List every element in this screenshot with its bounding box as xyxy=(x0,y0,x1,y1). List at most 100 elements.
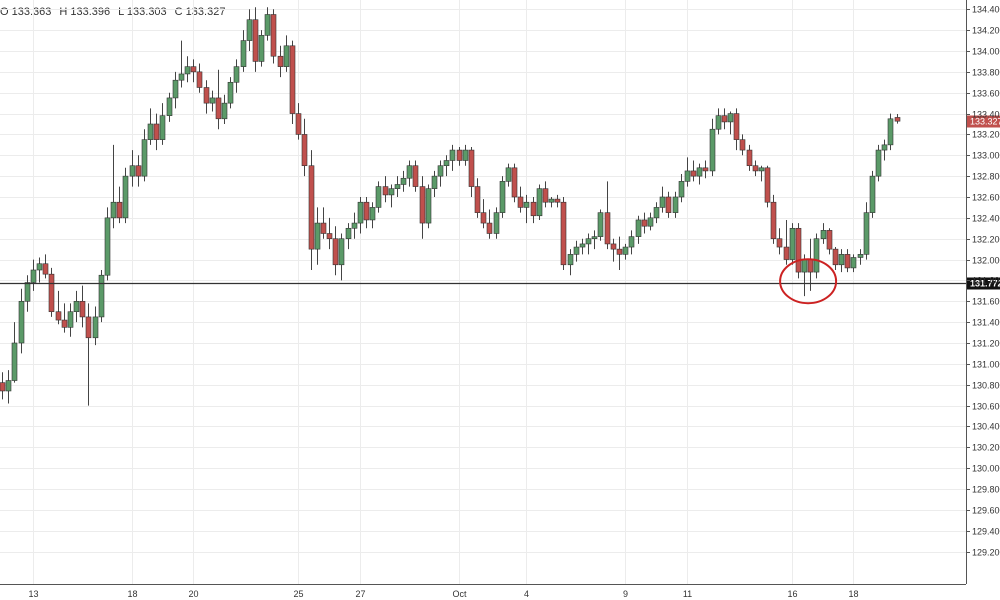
candle-body-up xyxy=(443,160,450,167)
candle xyxy=(486,209,493,239)
candle xyxy=(579,238,586,255)
candle xyxy=(733,108,740,151)
candle-body-up xyxy=(129,165,136,177)
candle-body-up xyxy=(24,282,31,302)
candle-body-down xyxy=(530,201,537,217)
candle xyxy=(172,71,179,109)
candle-body-down xyxy=(807,259,814,273)
candle-body-down xyxy=(604,212,611,245)
candle xyxy=(196,63,203,93)
candle xyxy=(690,160,697,182)
candle-body-up xyxy=(314,222,321,250)
candle-body-up xyxy=(406,165,413,179)
candle xyxy=(647,212,654,231)
x-tick-label: 27 xyxy=(355,589,365,599)
candle-body-down xyxy=(61,319,68,328)
candle-body-up xyxy=(727,113,734,123)
candle-body-down xyxy=(215,97,222,120)
candle xyxy=(116,186,123,224)
candle xyxy=(542,181,549,208)
candle xyxy=(554,194,561,208)
candle xyxy=(616,236,623,270)
candle-body-up xyxy=(147,123,154,140)
x-tick-label: 9 xyxy=(623,589,628,599)
candle-body-down xyxy=(776,238,783,248)
candle-body-up xyxy=(184,66,191,75)
candle-body-down xyxy=(412,165,419,187)
candle-body-up xyxy=(869,175,876,213)
candle xyxy=(844,249,851,273)
y-tick-label: 134.200 xyxy=(972,26,1000,36)
candle xyxy=(11,322,18,383)
candle xyxy=(42,254,49,279)
candle xyxy=(758,165,765,182)
candle-body-up xyxy=(789,227,796,260)
candle xyxy=(375,181,382,213)
candle xyxy=(622,243,629,260)
candle xyxy=(789,223,796,265)
candle-body-down xyxy=(783,246,790,260)
candle-body-up xyxy=(857,254,864,258)
candle xyxy=(875,144,882,182)
candle xyxy=(721,108,728,130)
candle xyxy=(48,267,55,317)
candle-body-up xyxy=(462,149,469,161)
candle-body-down xyxy=(690,170,697,177)
candle xyxy=(881,139,888,161)
candle-body-down xyxy=(252,19,259,62)
candle xyxy=(301,118,308,177)
candle-body-down xyxy=(48,273,55,313)
candle xyxy=(530,197,537,224)
candle xyxy=(55,290,62,325)
candle-body-up xyxy=(178,73,185,81)
candle-body-up xyxy=(11,342,18,381)
candle-body-up xyxy=(338,238,345,266)
candle xyxy=(289,40,296,124)
candle-body-up xyxy=(233,66,240,83)
candle-body-up xyxy=(628,236,635,248)
candle xyxy=(178,40,185,88)
candle xyxy=(67,303,74,337)
candle xyxy=(832,247,839,270)
candle-body-up xyxy=(227,81,234,104)
candle-body-down xyxy=(79,300,86,318)
candle-body-down xyxy=(752,165,759,172)
candle-body-down xyxy=(542,188,549,203)
candle xyxy=(746,144,753,171)
candle-body-down xyxy=(826,230,833,250)
candle xyxy=(635,215,642,244)
candle xyxy=(190,59,197,83)
candle-body-down xyxy=(486,222,493,234)
candle-body-up xyxy=(166,97,173,116)
candle xyxy=(820,223,827,244)
candle xyxy=(166,92,173,122)
current-price-label: 133.327 xyxy=(970,117,1000,127)
candle-body-up xyxy=(258,35,265,62)
candle-body-down xyxy=(0,382,6,392)
candle-body-up xyxy=(801,259,808,273)
candle-body-down xyxy=(382,186,389,196)
candle-body-down xyxy=(739,139,746,151)
candle-body-down xyxy=(277,55,284,67)
y-tick-label: 132.400 xyxy=(972,214,1000,224)
candle-body-down xyxy=(702,167,709,172)
candle-body-up xyxy=(73,300,80,313)
candle-body-up xyxy=(221,102,228,120)
candle xyxy=(474,178,481,218)
candle xyxy=(184,56,191,83)
y-tick-label: 131.800 xyxy=(972,276,1000,286)
y-tick-label: 129.200 xyxy=(972,548,1000,558)
candle-body-down xyxy=(419,186,426,224)
candle-body-up xyxy=(505,167,512,182)
candle xyxy=(764,165,771,208)
x-tick-label: 11 xyxy=(683,589,692,599)
y-tick-label: 130.400 xyxy=(972,422,1000,432)
candle xyxy=(308,150,315,270)
candle xyxy=(258,30,265,67)
x-tick-label: 16 xyxy=(787,589,797,599)
candle xyxy=(604,181,611,250)
candle-body-down xyxy=(764,167,771,203)
candle-body-up xyxy=(264,14,271,36)
candle-body-down xyxy=(332,238,339,266)
